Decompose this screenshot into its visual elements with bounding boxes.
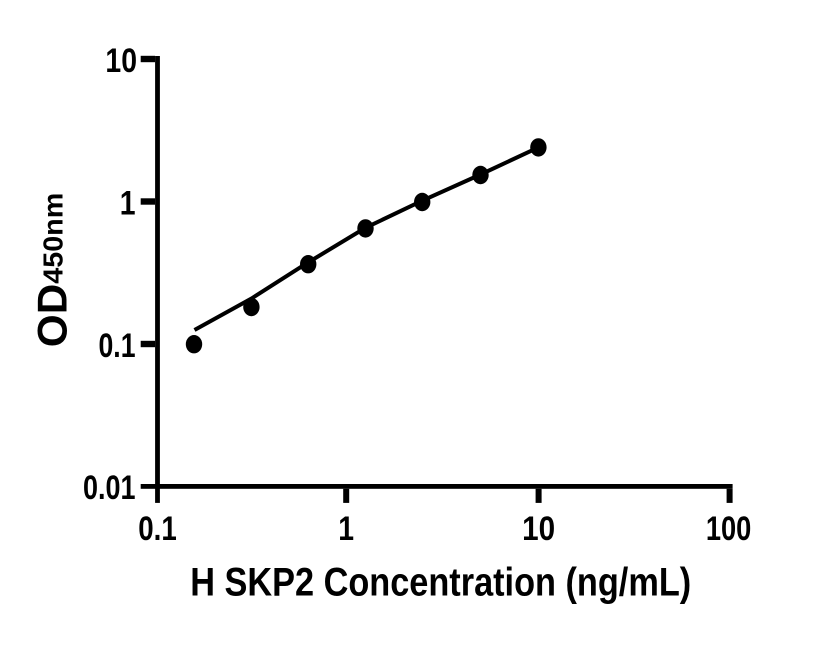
svg-text:1: 1 (120, 184, 136, 222)
svg-text:0.01: 0.01 (83, 469, 136, 507)
svg-text:1: 1 (338, 510, 354, 548)
svg-text:10: 10 (105, 42, 137, 80)
svg-text:H SKP2 Concentration (ng/mL): H SKP2 Concentration (ng/mL) (190, 560, 691, 604)
svg-text:OD450nm: OD450nm (29, 193, 75, 348)
svg-text:10: 10 (522, 510, 555, 548)
svg-text:0.1: 0.1 (138, 510, 177, 548)
svg-text:100: 100 (706, 510, 752, 548)
svg-text:0.1: 0.1 (99, 327, 136, 365)
